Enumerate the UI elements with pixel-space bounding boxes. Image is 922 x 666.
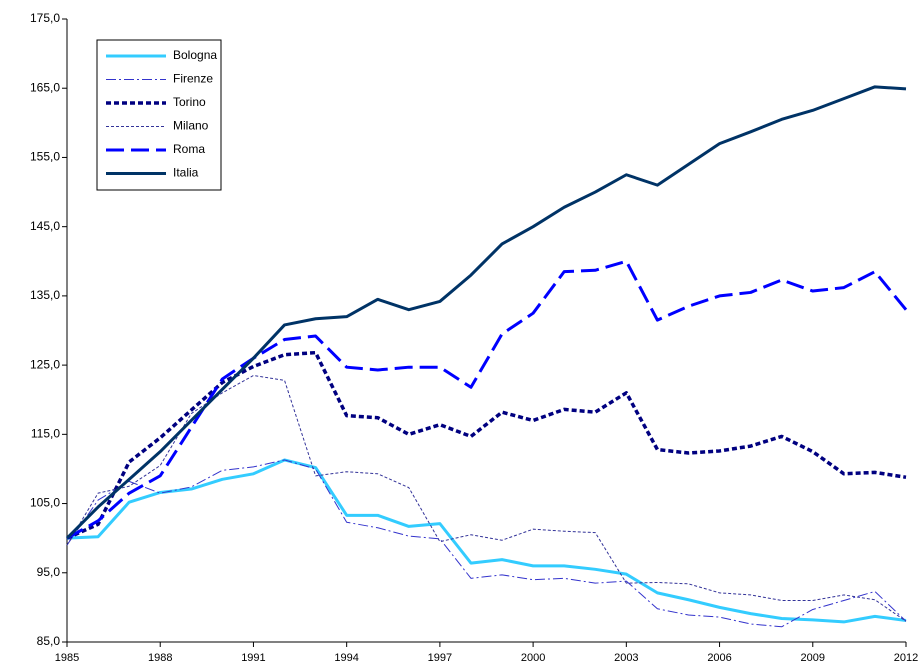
x-tick-label: 2000 [521,652,545,664]
y-tick-label: 115,0 [31,427,60,441]
x-tick-label: 2006 [707,652,731,664]
y-tick-label: 135,0 [30,288,60,302]
series-line [66,459,907,628]
legend-label: Italia [173,166,199,180]
y-tick-label: 125,0 [30,357,60,371]
y-tick-label: 105,0 [30,496,60,510]
y-tick-label: 165,0 [30,80,60,94]
y-tick-label: 85,0 [37,634,61,648]
series-line [66,374,907,622]
legend-label: Milano [173,119,209,133]
series-line [66,350,907,540]
series-line [66,259,908,540]
series-line [65,85,907,540]
x-tick-label: 1994 [334,652,358,664]
y-tick-label: 95,0 [37,565,61,579]
legend-label: Firenze [173,72,213,86]
legend-label: Bologna [173,48,217,62]
series-line [66,458,907,624]
x-tick-label: 1988 [148,652,172,664]
y-tick-label: 155,0 [30,150,60,164]
legend-box [96,39,222,191]
x-tick-label: 1997 [428,652,452,664]
x-tick-label: 2003 [614,652,638,664]
legend-label: Torino [173,95,206,109]
y-tick-label: 175,0 [30,11,60,25]
x-tick-label: 1991 [241,652,265,664]
legend-label: Roma [173,142,205,156]
x-tick-label: 1985 [55,652,79,664]
x-tick-label: 2009 [801,652,825,664]
y-tick-label: 145,0 [30,219,60,233]
x-tick-label: 2012 [894,652,918,664]
